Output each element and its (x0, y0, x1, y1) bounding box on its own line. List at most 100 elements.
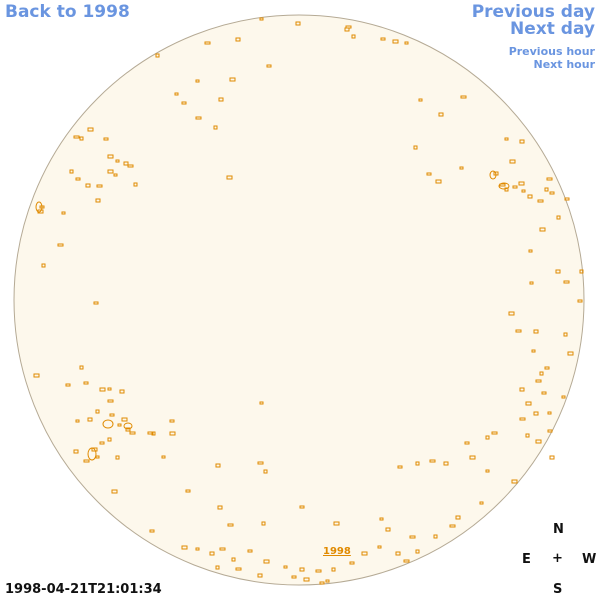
feature-marker (107, 169, 114, 174)
feature-marker (217, 505, 223, 510)
feature-marker (449, 524, 456, 528)
feature-marker (509, 159, 516, 164)
feature-marker (195, 547, 200, 551)
feature-marker (351, 34, 356, 39)
feature-marker (459, 166, 464, 170)
feature-marker (215, 565, 220, 570)
feature-marker (438, 112, 444, 117)
feature-marker (209, 551, 215, 556)
feature-marker (87, 447, 97, 461)
feature-marker (79, 365, 84, 370)
feature-marker (535, 379, 542, 383)
feature-marker (169, 431, 176, 436)
feature-marker (579, 269, 584, 274)
feature-marker (263, 559, 270, 564)
feature-marker (129, 431, 136, 435)
feature-marker (87, 127, 94, 132)
feature-marker (73, 449, 79, 454)
feature-marker (185, 489, 191, 493)
feature-marker (429, 459, 436, 463)
feature-marker (85, 183, 91, 188)
feature-marker (257, 461, 264, 465)
feature-marker (426, 172, 432, 176)
feature-marker (315, 569, 322, 573)
feature-marker (35, 201, 43, 213)
feature-marker (469, 455, 476, 460)
feature-marker (397, 465, 403, 469)
feature-marker (123, 161, 129, 166)
next-day-link[interactable]: Next day (510, 19, 595, 39)
feature-marker (511, 479, 518, 484)
observation-timestamp: 1998-04-21T21:01:34 (5, 582, 162, 597)
feature-marker (512, 185, 518, 189)
feature-marker (218, 97, 224, 102)
feature-marker (333, 521, 340, 526)
feature-marker (577, 299, 583, 303)
feature-marker (257, 573, 263, 578)
feature-marker (263, 469, 268, 474)
feature-marker (133, 182, 138, 187)
feature-marker (235, 37, 241, 42)
feature-marker (533, 329, 539, 334)
feature-marker (235, 567, 242, 571)
feature-marker (87, 417, 93, 422)
feature-markers (33, 17, 584, 585)
feature-marker (519, 417, 526, 421)
feature-marker (518, 181, 525, 186)
feature-marker (361, 551, 368, 556)
feature-marker (413, 145, 418, 150)
compass-north: N (553, 522, 564, 537)
feature-marker (537, 199, 544, 203)
feature-marker (504, 187, 509, 192)
previous-hour-link[interactable]: Previous hour (508, 45, 595, 58)
feature-marker (404, 41, 409, 45)
feature-marker (231, 557, 236, 562)
feature-marker (107, 154, 114, 159)
feature-marker (33, 373, 40, 378)
previous-day-link[interactable]: Previous day (471, 2, 595, 22)
feature-marker (395, 551, 401, 556)
feature-marker (385, 527, 391, 532)
feature-marker (415, 461, 420, 466)
next-hour-link[interactable]: Next hour (533, 58, 596, 71)
feature-marker (227, 523, 234, 527)
feature-marker (219, 547, 226, 551)
feature-marker (528, 249, 533, 253)
feature-marker (283, 565, 288, 569)
feature-marker (527, 194, 533, 199)
feature-marker (525, 433, 530, 438)
feature-marker (331, 567, 336, 572)
feature-marker (109, 413, 115, 417)
compass-center: + (552, 551, 563, 566)
feature-marker (325, 579, 330, 583)
feature-marker (115, 455, 120, 460)
feature-marker (415, 549, 420, 554)
feature-marker (111, 489, 118, 494)
feature-marker (69, 169, 74, 174)
year-label-link[interactable]: 1998 (323, 546, 351, 557)
feature-marker (499, 183, 506, 187)
feature-marker (544, 187, 549, 192)
feature-marker (299, 505, 305, 509)
feature-marker (519, 139, 525, 144)
feature-marker (107, 387, 112, 391)
feature-marker (96, 184, 103, 188)
feature-marker (95, 409, 100, 414)
feature-marker (83, 381, 89, 385)
feature-marker (147, 431, 154, 435)
feature-marker (403, 559, 410, 563)
feature-marker (443, 461, 449, 466)
feature-marker (151, 431, 156, 436)
feature-marker (79, 136, 84, 141)
feature-marker (485, 469, 490, 473)
feature-marker (521, 189, 526, 193)
back-to-year-link[interactable]: Back to 1998 (5, 2, 130, 22)
feature-marker (259, 401, 264, 405)
feature-marker (99, 441, 105, 445)
compass-east: E (522, 552, 531, 567)
feature-marker (73, 135, 80, 139)
feature-marker (41, 263, 46, 268)
feature-marker (535, 439, 542, 444)
feature-marker (75, 177, 81, 181)
feature-marker (508, 311, 515, 316)
